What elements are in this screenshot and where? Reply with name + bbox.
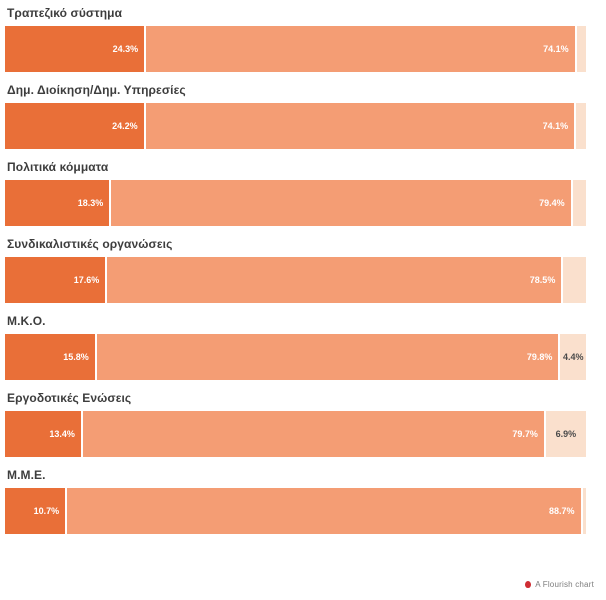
bar-row: Δημ. Διοίκηση/Δημ. Υπηρεσίες 24.2% 74.1% — [5, 83, 586, 149]
flourish-attribution-label: A Flourish chart — [535, 580, 594, 589]
segment-value-label: 88.7% — [548, 506, 575, 516]
bar-segment-segment-2-medium-orange: 78.5% — [107, 257, 564, 303]
bar-segment-segment-1-dark-orange: 15.8% — [5, 334, 97, 380]
flourish-logo-icon — [525, 581, 532, 588]
bar-segment-segment-1-dark-orange: 24.2% — [5, 103, 146, 149]
bar-segment-segment-1-dark-orange: 24.3% — [5, 26, 147, 72]
segment-value-label: 10.7% — [33, 506, 60, 516]
category-label: Συνδικαλιστικές οργανώσεις — [7, 237, 173, 251]
category-label: Εργοδοτικές Ενώσεις — [7, 391, 132, 405]
bar-segment-segment-2-medium-orange: 79.8% — [96, 334, 561, 380]
bar-row: Τραπεζικό σύστημα 24.3% 74.1% — [5, 6, 586, 72]
bar-segment-segment-3-pale-orange — [576, 26, 586, 72]
bar-segment-segment-1-dark-orange: 10.7% — [5, 488, 68, 534]
category-label: Μ.Κ.Ο. — [7, 314, 46, 328]
bar-segment-segment-2-medium-orange: 79.4% — [111, 180, 573, 226]
stacked-bar: 10.7% 88.7% — [5, 488, 586, 534]
bar-row: Εργοδοτικές Ενώσεις 13.4% 79.7% 6.9% — [5, 391, 586, 457]
bar-segment-segment-2-medium-orange: 74.1% — [146, 26, 577, 72]
segment-value-label: 6.9% — [555, 429, 577, 439]
stacked-bar: 13.4% 79.7% 6.9% — [5, 411, 586, 457]
bar-segment-segment-2-medium-orange: 79.7% — [82, 411, 546, 457]
bar-row: Συνδικαλιστικές οργανώσεις 17.6% 78.5% — [5, 237, 586, 303]
category-label: Δημ. Διοίκηση/Δημ. Υπηρεσίες — [7, 83, 186, 97]
bar-row: Πολιτικά κόμματα 18.3% 79.4% — [5, 160, 586, 226]
bar-segment-segment-3-pale-orange: 6.9% — [545, 411, 586, 457]
bar-row: Μ.Κ.Ο. 15.8% 79.8% 4.4% — [5, 314, 586, 380]
bar-segment-segment-3-pale-orange: 4.4% — [560, 334, 586, 380]
category-label: Μ.Μ.Ε. — [7, 468, 46, 482]
segment-value-label: 74.1% — [542, 121, 569, 131]
bar-segment-segment-3-pale-orange — [563, 257, 586, 303]
segment-value-label: 79.8% — [526, 352, 553, 362]
bar-segment-segment-1-dark-orange: 13.4% — [5, 411, 83, 457]
stacked-bar: 24.2% 74.1% — [5, 103, 586, 149]
segment-value-label: 17.6% — [73, 275, 100, 285]
segment-value-label: 74.1% — [543, 44, 569, 54]
segment-value-label: 4.4% — [562, 352, 584, 362]
bar-segment-segment-2-medium-orange: 74.1% — [145, 103, 577, 149]
category-label: Πολιτικά κόμματα — [7, 160, 109, 174]
stacked-bar: 17.6% 78.5% — [5, 257, 586, 303]
segment-value-label: 78.5% — [529, 275, 556, 285]
bar-segment-segment-3-pale-orange — [572, 180, 586, 226]
bar-segment-segment-1-dark-orange: 17.6% — [5, 257, 108, 303]
segment-value-label: 18.3% — [77, 198, 104, 208]
bar-row: Μ.Μ.Ε. 10.7% 88.7% — [5, 468, 586, 534]
bar-segment-segment-3-pale-orange — [582, 488, 586, 534]
segment-value-label: 24.2% — [112, 121, 138, 131]
stacked-bar: 24.3% 74.1% — [5, 26, 586, 72]
bar-rows: Τραπεζικό σύστημα 24.3% 74.1% Δημ. Διοίκηση… — [5, 6, 586, 545]
flourish-attribution[interactable]: A Flourish chart — [525, 580, 594, 589]
segment-value-label: 13.4% — [49, 429, 75, 439]
category-label: Τραπεζικό σύστημα — [7, 6, 123, 20]
segment-value-label: 79.4% — [539, 198, 565, 208]
stacked-bar: 15.8% 79.8% 4.4% — [5, 334, 586, 380]
segment-value-label: 15.8% — [63, 352, 89, 362]
bar-segment-segment-1-dark-orange: 18.3% — [5, 180, 112, 226]
stacked-bar: 18.3% 79.4% — [5, 180, 586, 226]
segment-value-label: 24.3% — [112, 44, 139, 54]
bar-segment-segment-2-medium-orange: 88.7% — [67, 488, 583, 534]
segment-value-label: 79.7% — [512, 429, 538, 439]
bar-segment-segment-3-pale-orange — [576, 103, 586, 149]
